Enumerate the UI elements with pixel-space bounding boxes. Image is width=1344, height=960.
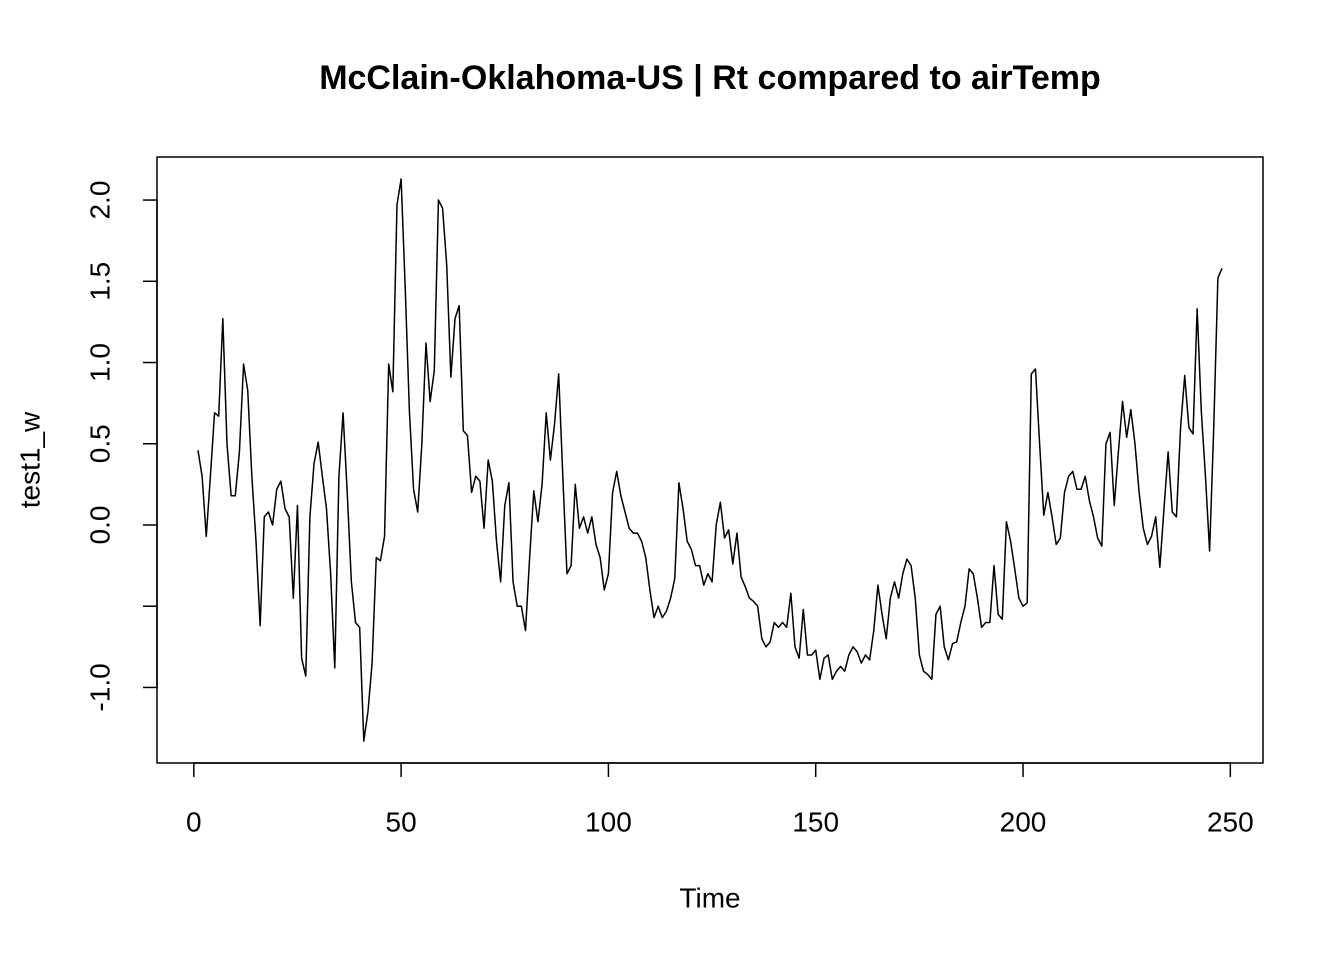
y-tick-label: 0.0 <box>84 506 115 545</box>
y-tick-label: 1.5 <box>84 262 115 301</box>
y-tick-label: 1.0 <box>84 343 115 382</box>
y-tick-label: -1.0 <box>84 663 115 711</box>
chart-title: McClain-Oklahoma-US | Rt compared to air… <box>319 59 1101 97</box>
x-tick-label: 250 <box>1207 806 1254 837</box>
x-tick-label: 50 <box>386 806 417 837</box>
x-tick-label: 100 <box>585 806 632 837</box>
x-tick-label: 0 <box>186 806 202 837</box>
x-tick-label: 150 <box>792 806 839 837</box>
data-line <box>197 178 1223 742</box>
x-axis-label: Time <box>679 882 740 913</box>
y-tick-label: 2.0 <box>84 181 115 220</box>
x-tick-label: 200 <box>1000 806 1047 837</box>
y-tick-label: 0.5 <box>84 424 115 463</box>
plot-frame <box>156 156 1264 764</box>
y-axis-label: test1_w <box>14 411 45 508</box>
